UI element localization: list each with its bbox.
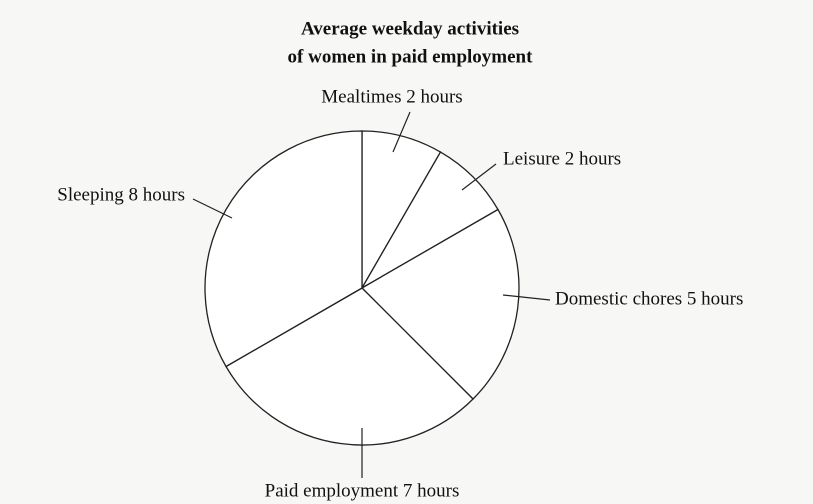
leader-line — [461, 163, 497, 191]
chart-title: Average weekday activities — [301, 18, 519, 39]
leader-line — [192, 198, 233, 219]
leader-line — [392, 111, 411, 153]
pie-slice — [225, 287, 474, 446]
slice-label: Sleeping 8 hours — [57, 184, 185, 205]
slice-label: Mealtimes 2 hours — [321, 86, 462, 107]
chart-title: of women in paid employment — [288, 46, 534, 67]
slice-label: Domestic chores 5 hours — [555, 288, 743, 309]
pie-slice — [204, 130, 363, 368]
slice-label: Leisure 2 hours — [503, 148, 621, 169]
pie-slice — [360, 208, 520, 400]
leader-line — [502, 294, 551, 301]
slice-label: Paid employment 7 hours — [265, 480, 460, 501]
